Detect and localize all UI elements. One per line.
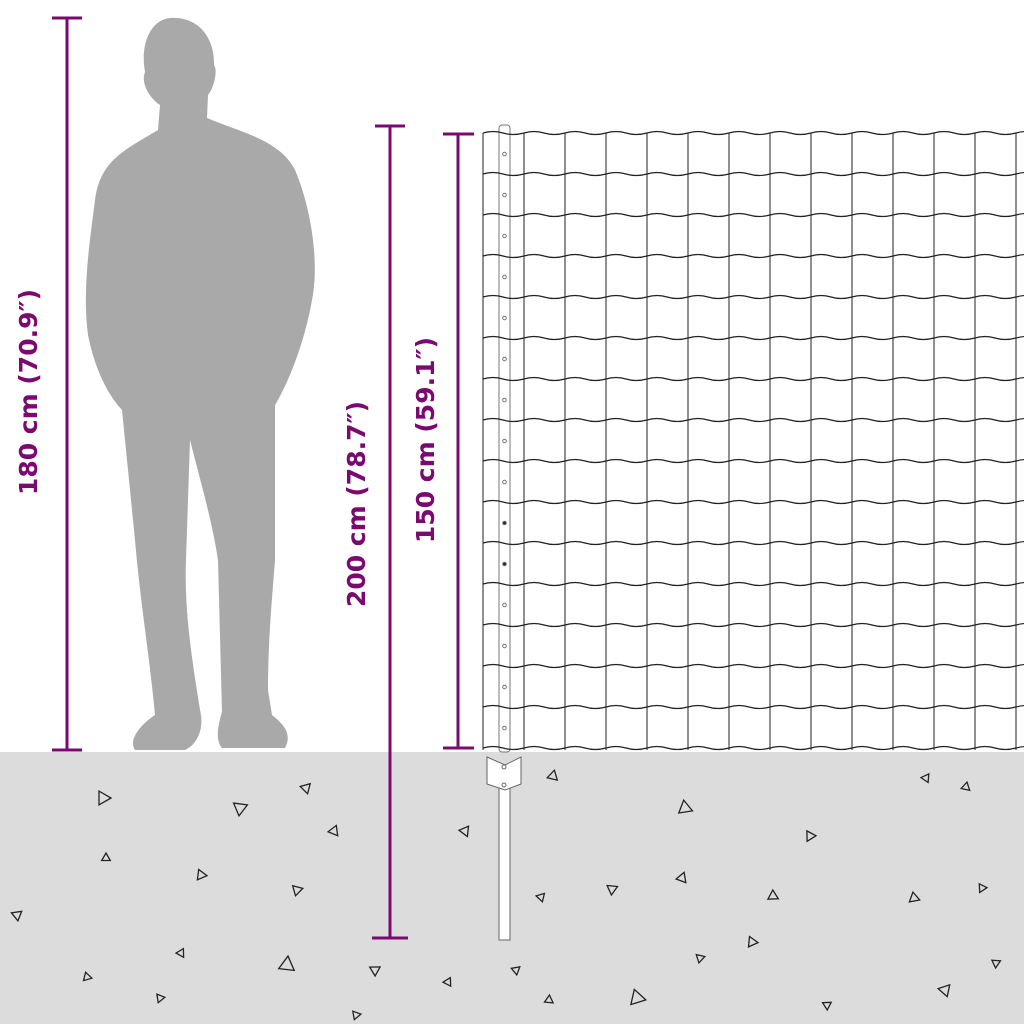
- post-hole: [502, 192, 507, 198]
- stone-icon: [806, 829, 818, 843]
- stone-icon: [919, 772, 930, 784]
- post-hole: [502, 274, 507, 280]
- post-hole: [502, 315, 507, 321]
- stone-icon: [277, 954, 296, 972]
- post-hole: [502, 397, 507, 403]
- stone-icon: [677, 798, 694, 814]
- post-hole: [502, 151, 507, 157]
- post-spike: [498, 779, 511, 941]
- horizontal-wire: [482, 376, 1024, 382]
- horizontal-wire: [482, 335, 1024, 341]
- stone-icon: [441, 976, 452, 988]
- horizontal-wire: [482, 171, 1024, 177]
- stone-icon: [82, 970, 94, 982]
- stone-icon: [908, 890, 921, 903]
- post-hole: [502, 479, 507, 485]
- horizontal-wire: [482, 130, 1024, 136]
- stone-icon: [10, 910, 23, 923]
- horizontal-wire: [482, 663, 1024, 669]
- horizontal-wire: [482, 581, 1024, 587]
- stone-icon: [196, 868, 209, 881]
- stone-icon: [100, 851, 112, 862]
- stone-icon: [959, 780, 971, 792]
- person-silhouette: [85, 17, 315, 750]
- post-hole: [502, 643, 507, 649]
- stone-icon: [630, 988, 648, 1006]
- post-hole: [502, 520, 507, 526]
- stone-icon: [545, 768, 559, 781]
- post-hole: [502, 725, 507, 731]
- stone-icon: [747, 935, 760, 948]
- stone-icon: [766, 888, 780, 900]
- stone-icon: [156, 993, 167, 1004]
- stone-icon: [326, 824, 339, 837]
- stone-icon: [368, 966, 382, 978]
- wire-mesh: [482, 130, 1024, 751]
- stone-icon: [174, 947, 185, 959]
- stone-icon: [543, 993, 555, 1004]
- post-holes: [502, 151, 507, 731]
- horizontal-wire: [482, 499, 1024, 505]
- stone-icon: [534, 892, 546, 904]
- stone-icon: [98, 789, 113, 807]
- person-height-dimension: [52, 16, 82, 752]
- ground-stones: [10, 768, 1002, 1021]
- anchor-hole: [501, 764, 507, 770]
- stone-icon: [457, 825, 470, 838]
- horizontal-wire: [482, 294, 1024, 300]
- ground: [0, 752, 1024, 1024]
- horizontal-wire: [482, 417, 1024, 423]
- stone-icon: [821, 1001, 833, 1012]
- horizontal-wire: [482, 704, 1024, 710]
- horizontal-wire: [482, 622, 1024, 628]
- horizontal-wire: [482, 458, 1024, 464]
- horizontal-wire: [482, 745, 1024, 751]
- post-length-dimension: [372, 124, 408, 940]
- stone-icon: [674, 871, 687, 884]
- stone-icon: [510, 965, 521, 977]
- post-hole: [502, 561, 507, 567]
- horizontal-wire: [482, 212, 1024, 218]
- stone-icon: [232, 802, 249, 818]
- post-hole: [502, 602, 507, 608]
- post-hole: [502, 684, 507, 690]
- post-hole: [502, 438, 507, 444]
- fence-post: [498, 124, 511, 753]
- anchor-hole: [501, 782, 507, 788]
- stone-icon: [978, 882, 989, 894]
- horizontal-wire: [482, 253, 1024, 259]
- stone-icon: [990, 959, 1002, 970]
- stone-icon: [291, 884, 305, 898]
- stone-icon: [298, 782, 312, 796]
- post-hole: [502, 356, 507, 362]
- horizontal-wire: [482, 540, 1024, 546]
- stone-icon: [936, 983, 951, 998]
- stone-icon: [695, 953, 707, 965]
- fence-height-label: 150 cm (59.1″): [411, 337, 440, 543]
- fence-height-dimension: [443, 132, 474, 750]
- stone-icon: [606, 884, 619, 897]
- post-hole: [502, 233, 507, 239]
- stone-icon: [351, 1010, 363, 1021]
- post-length-label: 200 cm (78.7″): [342, 401, 371, 607]
- person-height-label: 180 cm (70.9″): [14, 289, 43, 495]
